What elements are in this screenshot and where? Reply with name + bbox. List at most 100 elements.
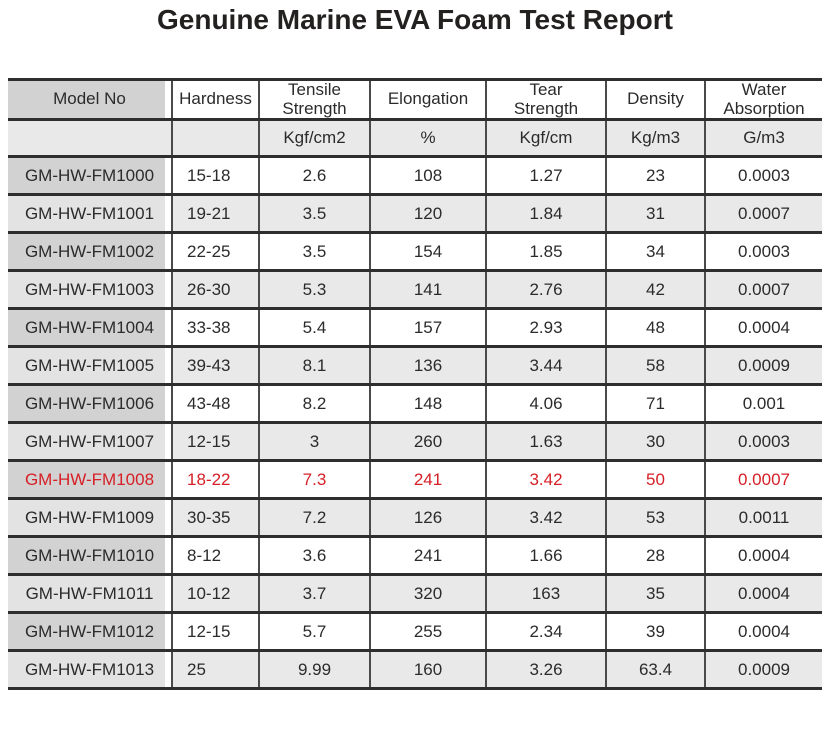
cell-elongation: 141 bbox=[369, 270, 486, 309]
cell-density: 39 bbox=[605, 612, 705, 651]
cell-tensile: 3.6 bbox=[258, 536, 370, 575]
table-header: Model No Hardness Tensile Strength Elong… bbox=[8, 79, 822, 157]
cell-tear: 163 bbox=[485, 574, 606, 613]
cell-hardness: 10-12 bbox=[171, 574, 259, 613]
cell-water: 0.001 bbox=[704, 384, 822, 423]
cell-elongation: 126 bbox=[369, 498, 486, 537]
cell-tensile: 8.2 bbox=[258, 384, 370, 423]
cell-hardness: 39-43 bbox=[171, 346, 259, 385]
cell-tensile: 3.5 bbox=[258, 194, 370, 233]
table-row: GM-HW-FM1003 26-30 5.3 141 2.76 42 0.0007 bbox=[8, 270, 822, 309]
cell-elongation: 255 bbox=[369, 612, 486, 651]
cell-density: 34 bbox=[605, 232, 705, 271]
cell-water: 0.0004 bbox=[704, 574, 822, 613]
table-row: GM-HW-FM1009 30-35 7.2 126 3.42 53 0.0011 bbox=[8, 498, 822, 537]
unit-cell-elongation: % bbox=[369, 119, 486, 157]
cell-tear: 1.84 bbox=[485, 194, 606, 233]
cell-hardness: 33-38 bbox=[171, 308, 259, 347]
table-row: GM-HW-FM1007 12-15 3 260 1.63 30 0.0003 bbox=[8, 422, 822, 461]
cell-density: 42 bbox=[605, 270, 705, 309]
cell-elongation: 241 bbox=[369, 460, 486, 499]
cell-tensile: 5.3 bbox=[258, 270, 370, 309]
table-body: GM-HW-FM1000 15-18 2.6 108 1.27 23 0.0003 GM-HW… bbox=[8, 156, 822, 689]
cell-hardness: 22-25 bbox=[171, 232, 259, 271]
unit-cell-hardness bbox=[171, 119, 259, 157]
table-row: GM-HW-FM1008 18-22 7.3 241 3.42 50 0.0007 bbox=[8, 460, 822, 499]
cell-tear: 2.34 bbox=[485, 612, 606, 651]
cell-hardness: 26-30 bbox=[171, 270, 259, 309]
cell-tensile: 3.5 bbox=[258, 232, 370, 271]
cell-tear: 3.26 bbox=[485, 650, 606, 689]
cell-model: GM-HW-FM1002 bbox=[8, 232, 172, 271]
cell-water: 0.0007 bbox=[704, 270, 822, 309]
cell-tear: 2.93 bbox=[485, 308, 606, 347]
cell-elongation: 120 bbox=[369, 194, 486, 233]
cell-tensile: 3.7 bbox=[258, 574, 370, 613]
table-row: GM-HW-FM1004 33-38 5.4 157 2.93 48 0.0004 bbox=[8, 308, 822, 347]
cell-hardness: 12-15 bbox=[171, 612, 259, 651]
cell-tensile: 7.3 bbox=[258, 460, 370, 499]
cell-hardness: 18-22 bbox=[171, 460, 259, 499]
cell-hardness: 30-35 bbox=[171, 498, 259, 537]
cell-density: 48 bbox=[605, 308, 705, 347]
column-header-tensile-strength: Tensile Strength bbox=[258, 79, 370, 120]
column-header-water-absorption: Water Absorption bbox=[704, 79, 822, 120]
cell-tear: 3.42 bbox=[485, 460, 606, 499]
cell-tear: 1.63 bbox=[485, 422, 606, 461]
cell-model: GM-HW-FM1005 bbox=[8, 346, 172, 385]
cell-tear: 1.27 bbox=[485, 156, 606, 195]
cell-water: 0.0009 bbox=[704, 346, 822, 385]
cell-tear: 1.66 bbox=[485, 536, 606, 575]
units-row: Kgf/cm2 % Kgf/cm Kg/m3 G/m3 bbox=[8, 119, 822, 157]
cell-elongation: 260 bbox=[369, 422, 486, 461]
cell-density: 35 bbox=[605, 574, 705, 613]
column-header-model: Model No bbox=[8, 79, 172, 120]
cell-model: GM-HW-FM1003 bbox=[8, 270, 172, 309]
cell-elongation: 108 bbox=[369, 156, 486, 195]
cell-water: 0.0011 bbox=[704, 498, 822, 537]
cell-elongation: 148 bbox=[369, 384, 486, 423]
cell-tensile: 5.4 bbox=[258, 308, 370, 347]
cell-elongation: 160 bbox=[369, 650, 486, 689]
cell-hardness: 25 bbox=[171, 650, 259, 689]
table-row: GM-HW-FM1000 15-18 2.6 108 1.27 23 0.0003 bbox=[8, 156, 822, 195]
column-header-tear-strength: Tear Strength bbox=[485, 79, 606, 120]
cell-density: 30 bbox=[605, 422, 705, 461]
table-row: GM-HW-FM1012 12-15 5.7 255 2.34 39 0.0004 bbox=[8, 612, 822, 651]
cell-hardness: 43-48 bbox=[171, 384, 259, 423]
cell-hardness: 19-21 bbox=[171, 194, 259, 233]
cell-hardness: 8-12 bbox=[171, 536, 259, 575]
cell-density: 58 bbox=[605, 346, 705, 385]
unit-cell-density: Kg/m3 bbox=[605, 119, 705, 157]
cell-tear: 3.44 bbox=[485, 346, 606, 385]
cell-tensile: 3 bbox=[258, 422, 370, 461]
cell-model: GM-HW-FM1000 bbox=[8, 156, 172, 195]
cell-water: 0.0007 bbox=[704, 460, 822, 499]
cell-model: GM-HW-FM1007 bbox=[8, 422, 172, 461]
cell-elongation: 154 bbox=[369, 232, 486, 271]
unit-cell-tear-strength: Kgf/cm bbox=[485, 119, 606, 157]
cell-tear: 3.42 bbox=[485, 498, 606, 537]
cell-water: 0.0003 bbox=[704, 156, 822, 195]
cell-model: GM-HW-FM1013 bbox=[8, 650, 172, 689]
table-row: GM-HW-FM1002 22-25 3.5 154 1.85 34 0.0003 bbox=[8, 232, 822, 271]
cell-density: 63.4 bbox=[605, 650, 705, 689]
cell-model: GM-HW-FM1006 bbox=[8, 384, 172, 423]
table-row: GM-HW-FM1001 19-21 3.5 120 1.84 31 0.0007 bbox=[8, 194, 822, 233]
cell-model: GM-HW-FM1001 bbox=[8, 194, 172, 233]
cell-model: GM-HW-FM1011 bbox=[8, 574, 172, 613]
unit-cell-model bbox=[8, 119, 172, 157]
cell-water: 0.0003 bbox=[704, 422, 822, 461]
table-row: GM-HW-FM1011 10-12 3.7 320 163 35 0.0004 bbox=[8, 574, 822, 613]
cell-tear: 1.85 bbox=[485, 232, 606, 271]
cell-hardness: 12-15 bbox=[171, 422, 259, 461]
table-row: GM-HW-FM1010 8-12 3.6 241 1.66 28 0.0004 bbox=[8, 536, 822, 575]
cell-tensile: 9.99 bbox=[258, 650, 370, 689]
cell-model: GM-HW-FM1010 bbox=[8, 536, 172, 575]
cell-model: GM-HW-FM1012 bbox=[8, 612, 172, 651]
cell-density: 28 bbox=[605, 536, 705, 575]
cell-model: GM-HW-FM1004 bbox=[8, 308, 172, 347]
cell-elongation: 157 bbox=[369, 308, 486, 347]
cell-water: 0.0004 bbox=[704, 612, 822, 651]
